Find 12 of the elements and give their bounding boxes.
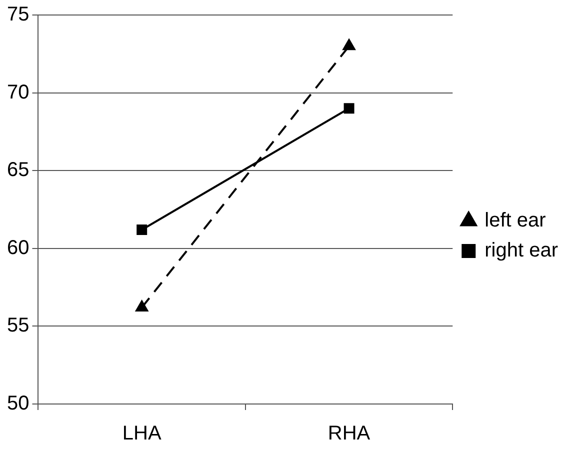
y-tick-label: 65 (6, 159, 30, 182)
legend-label: left ear (484, 210, 546, 232)
y-tick-label: 55 (6, 314, 30, 337)
point (344, 103, 354, 114)
point (136, 224, 148, 235)
y-tick-label: 75 (6, 4, 30, 26)
y-tick-label: 50 (6, 392, 30, 415)
y-tick-label: 70 (6, 81, 30, 104)
x-tick-label: LHA (122, 422, 162, 445)
x-tick-label: RHA (328, 422, 371, 445)
legend-label: right ear (484, 240, 558, 262)
y-tick-label: 60 (6, 236, 30, 259)
